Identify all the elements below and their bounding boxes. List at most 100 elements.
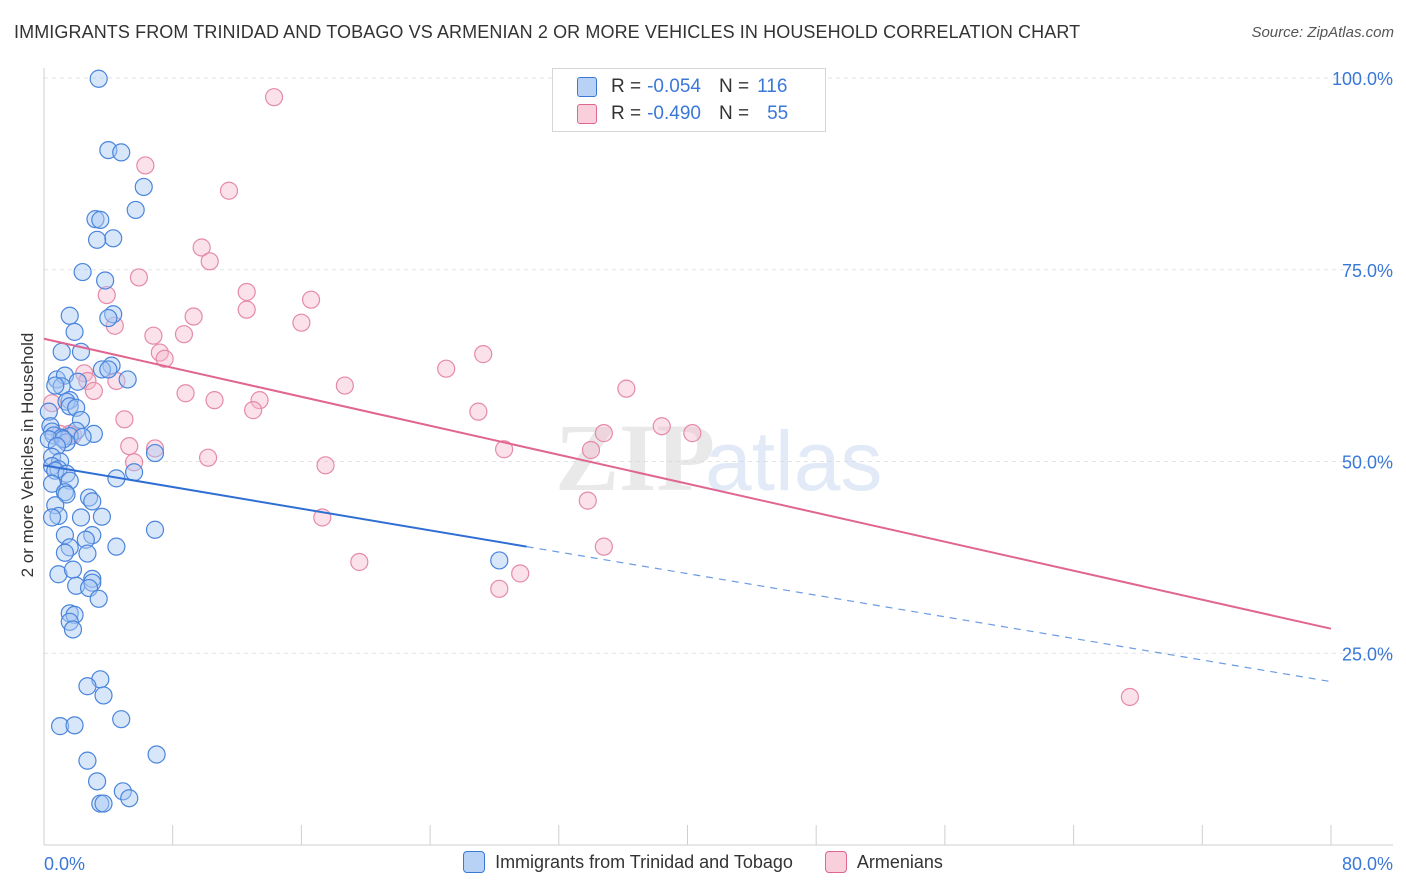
armenian-point [174,325,194,344]
legend-n-label: N = [718,103,750,124]
trinidad-point [107,537,126,556]
legend-n-value: 116 [757,76,788,97]
trinidad-point [99,360,118,379]
trinidad-point [124,463,144,482]
trinidad-point [60,306,79,325]
armenian-point [219,181,239,200]
armenian-point [292,313,311,332]
armenian-point [350,552,369,572]
trinidad-point [96,271,115,290]
chart-title: IMMIGRANTS FROM TRINIDAD AND TOBAGO VS A… [14,22,1081,42]
armenian-point [115,410,134,429]
trinidad-point [112,143,131,162]
legend-row-blue: R = -0.054 N = 116 [577,75,787,99]
x-tick-label: 0.0% [44,854,85,874]
trinidad-point [86,210,105,229]
y-tick-label: 25.0% [1342,644,1393,664]
trinidad-point [54,430,73,449]
legend-row-pink: R = -0.490 N = 55 [577,102,788,126]
legend-swatch-pink [577,104,597,124]
legend-r-value: -0.490 [647,103,701,124]
trinidad-point [49,565,68,584]
armenian-point [84,381,103,401]
armenian-point [1120,687,1140,707]
legend-item-trinidad[interactable]: Immigrants from Trinidad and Tobago [463,851,793,873]
armenian-point [120,437,139,456]
trinidad-point [65,716,84,735]
trinidad-point [68,372,87,391]
legend-item-armenians[interactable]: Armenians [824,851,943,873]
tick-labels: 25.0% 50.0% 75.0% 100.0% 0.0% 80.0% [44,69,1393,874]
trend-lines [43,337,1332,683]
trinidad-point [89,69,108,88]
legend-n-label: N = [718,76,750,97]
armenian-point [594,424,613,443]
armenian-point [144,326,163,345]
armenian-point [184,307,203,326]
armenian-point [301,290,321,309]
trinidad-point [73,427,92,447]
armenian-point [155,349,174,368]
trinidad-point [91,210,110,229]
trinidad-point [147,745,166,764]
armenian-point [578,491,597,510]
trinidad-point [63,560,83,579]
armenian-point [511,564,530,583]
legend-swatch-blue [577,77,597,97]
armenian-point [136,156,155,175]
trinidad-point [145,443,165,463]
trinidad-point [39,402,58,421]
trinidad-point [55,543,75,562]
y-tick-label: 100.0% [1332,69,1393,89]
trinidad-point [94,686,113,705]
armenian-point [437,359,456,378]
trinidad-point [112,710,131,729]
armenian-point [495,440,514,459]
armenian-point [78,371,97,391]
armenian-point [335,376,354,395]
trinidad-point [490,551,509,570]
trinidad-point [76,530,95,549]
trend-line-armenians [43,337,1332,630]
trinidad-point [57,485,76,504]
armenian-point [683,424,702,443]
trinidad-point [87,772,107,791]
trinidad-point [92,507,112,526]
trinidad-point [94,794,113,813]
trinidad-point [65,322,84,341]
armenian-point [124,453,144,472]
legend-r-label: R = [611,76,642,97]
series-armenians-points [42,88,1140,707]
armenian-point [198,448,218,467]
trinidad-point [118,370,137,389]
correlation-legend: R = -0.054 N = 116 R = -0.490 N = 55 [552,68,826,132]
trinidad-point [78,544,97,563]
trinidad-point [60,538,79,557]
armenian-point [145,439,165,458]
trinidad-point [47,437,66,456]
trinidad-point [120,789,139,808]
armenian-point [250,391,269,410]
trinidad-point [49,506,68,526]
armenian-point [200,252,219,271]
trinidad-point [52,342,71,361]
grid-lines [44,77,1393,654]
trinidad-point [92,360,112,379]
armenian-point [264,88,284,107]
trinidad-point [73,262,92,282]
trinidad-point [99,308,118,328]
trinidad-point [42,474,62,493]
trinidad-point [113,782,132,801]
trinidad-point [84,424,103,443]
trinidad-point [78,677,97,696]
trinidad-point [78,751,97,770]
trinidad-point [71,508,91,527]
armenian-point [469,402,488,421]
armenian-point [97,285,116,305]
legend-r-label: R = [611,103,642,124]
trinidad-point [50,717,70,736]
armenian-point [205,391,224,410]
trinidad-point [134,177,153,197]
armenian-point [581,440,601,460]
